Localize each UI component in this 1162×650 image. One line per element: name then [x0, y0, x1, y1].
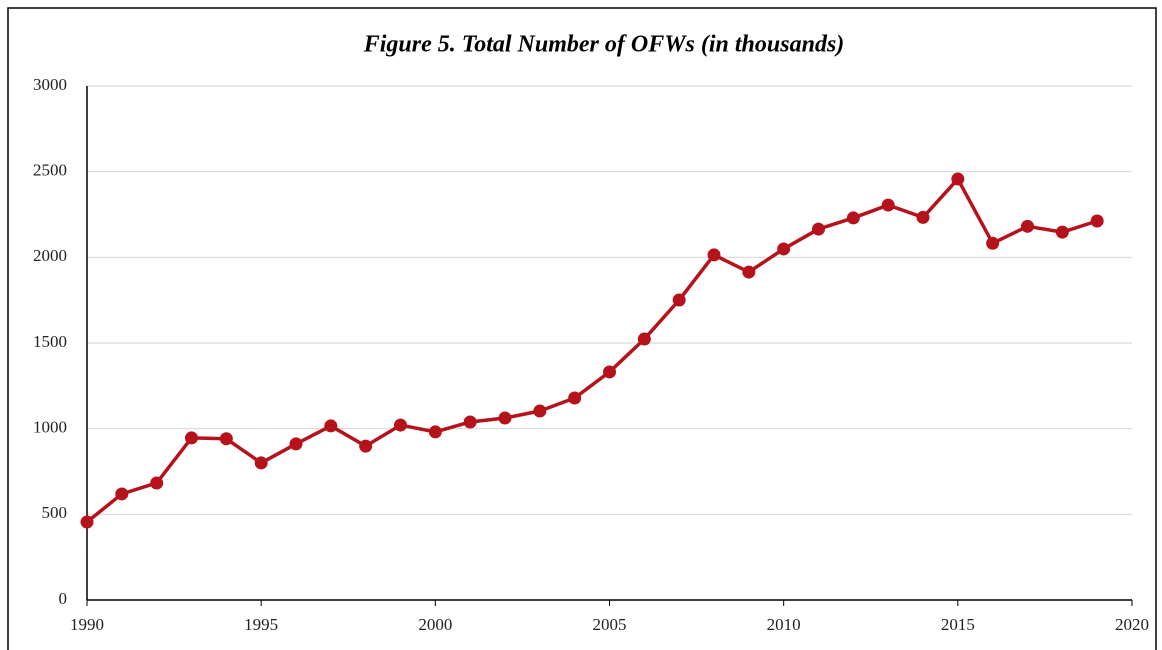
chart-title: Figure 5. Total Number of OFWs (in thous… [363, 32, 845, 58]
y-tick-label: 0 [59, 589, 68, 608]
x-tick-label: 2020 [1115, 615, 1149, 634]
point [672, 293, 686, 307]
point [394, 418, 407, 432]
point [951, 172, 965, 186]
x-tick-label: 1990 [70, 615, 104, 634]
point [115, 487, 129, 501]
y-tick-label: 500 [42, 503, 68, 522]
point [533, 404, 547, 418]
y-tick-label: 1000 [33, 418, 67, 437]
y-tick-label: 3000 [33, 75, 67, 94]
point [742, 265, 756, 279]
x-tick-label: 2005 [593, 615, 627, 634]
point [707, 248, 721, 262]
point [846, 211, 860, 225]
series-line [85, 177, 1098, 524]
frame [7, 7, 1157, 650]
y-tick-label: 2000 [33, 246, 67, 265]
point [428, 425, 442, 439]
point [219, 432, 233, 446]
point [916, 210, 930, 224]
point [254, 456, 268, 470]
point [359, 439, 373, 453]
point [80, 515, 94, 529]
point [881, 198, 895, 212]
point [1090, 214, 1104, 228]
point [637, 332, 651, 346]
x-tick-label: 1995 [244, 615, 278, 634]
x-tick-label: 2010 [767, 615, 801, 634]
point [603, 365, 616, 379]
y-tick-label: 2500 [33, 161, 67, 180]
point [986, 236, 1000, 250]
x-tick-label: 2015 [941, 615, 975, 634]
point [185, 431, 198, 445]
point [1055, 225, 1069, 239]
point [812, 222, 825, 236]
point [498, 411, 512, 425]
point [324, 419, 338, 433]
point [1021, 219, 1034, 233]
point [289, 437, 303, 451]
x-tick-label: 2000 [418, 615, 452, 634]
point [150, 476, 164, 490]
y-tick-label: 1500 [33, 332, 67, 351]
point [568, 391, 582, 405]
point [463, 415, 477, 429]
point [777, 242, 791, 256]
